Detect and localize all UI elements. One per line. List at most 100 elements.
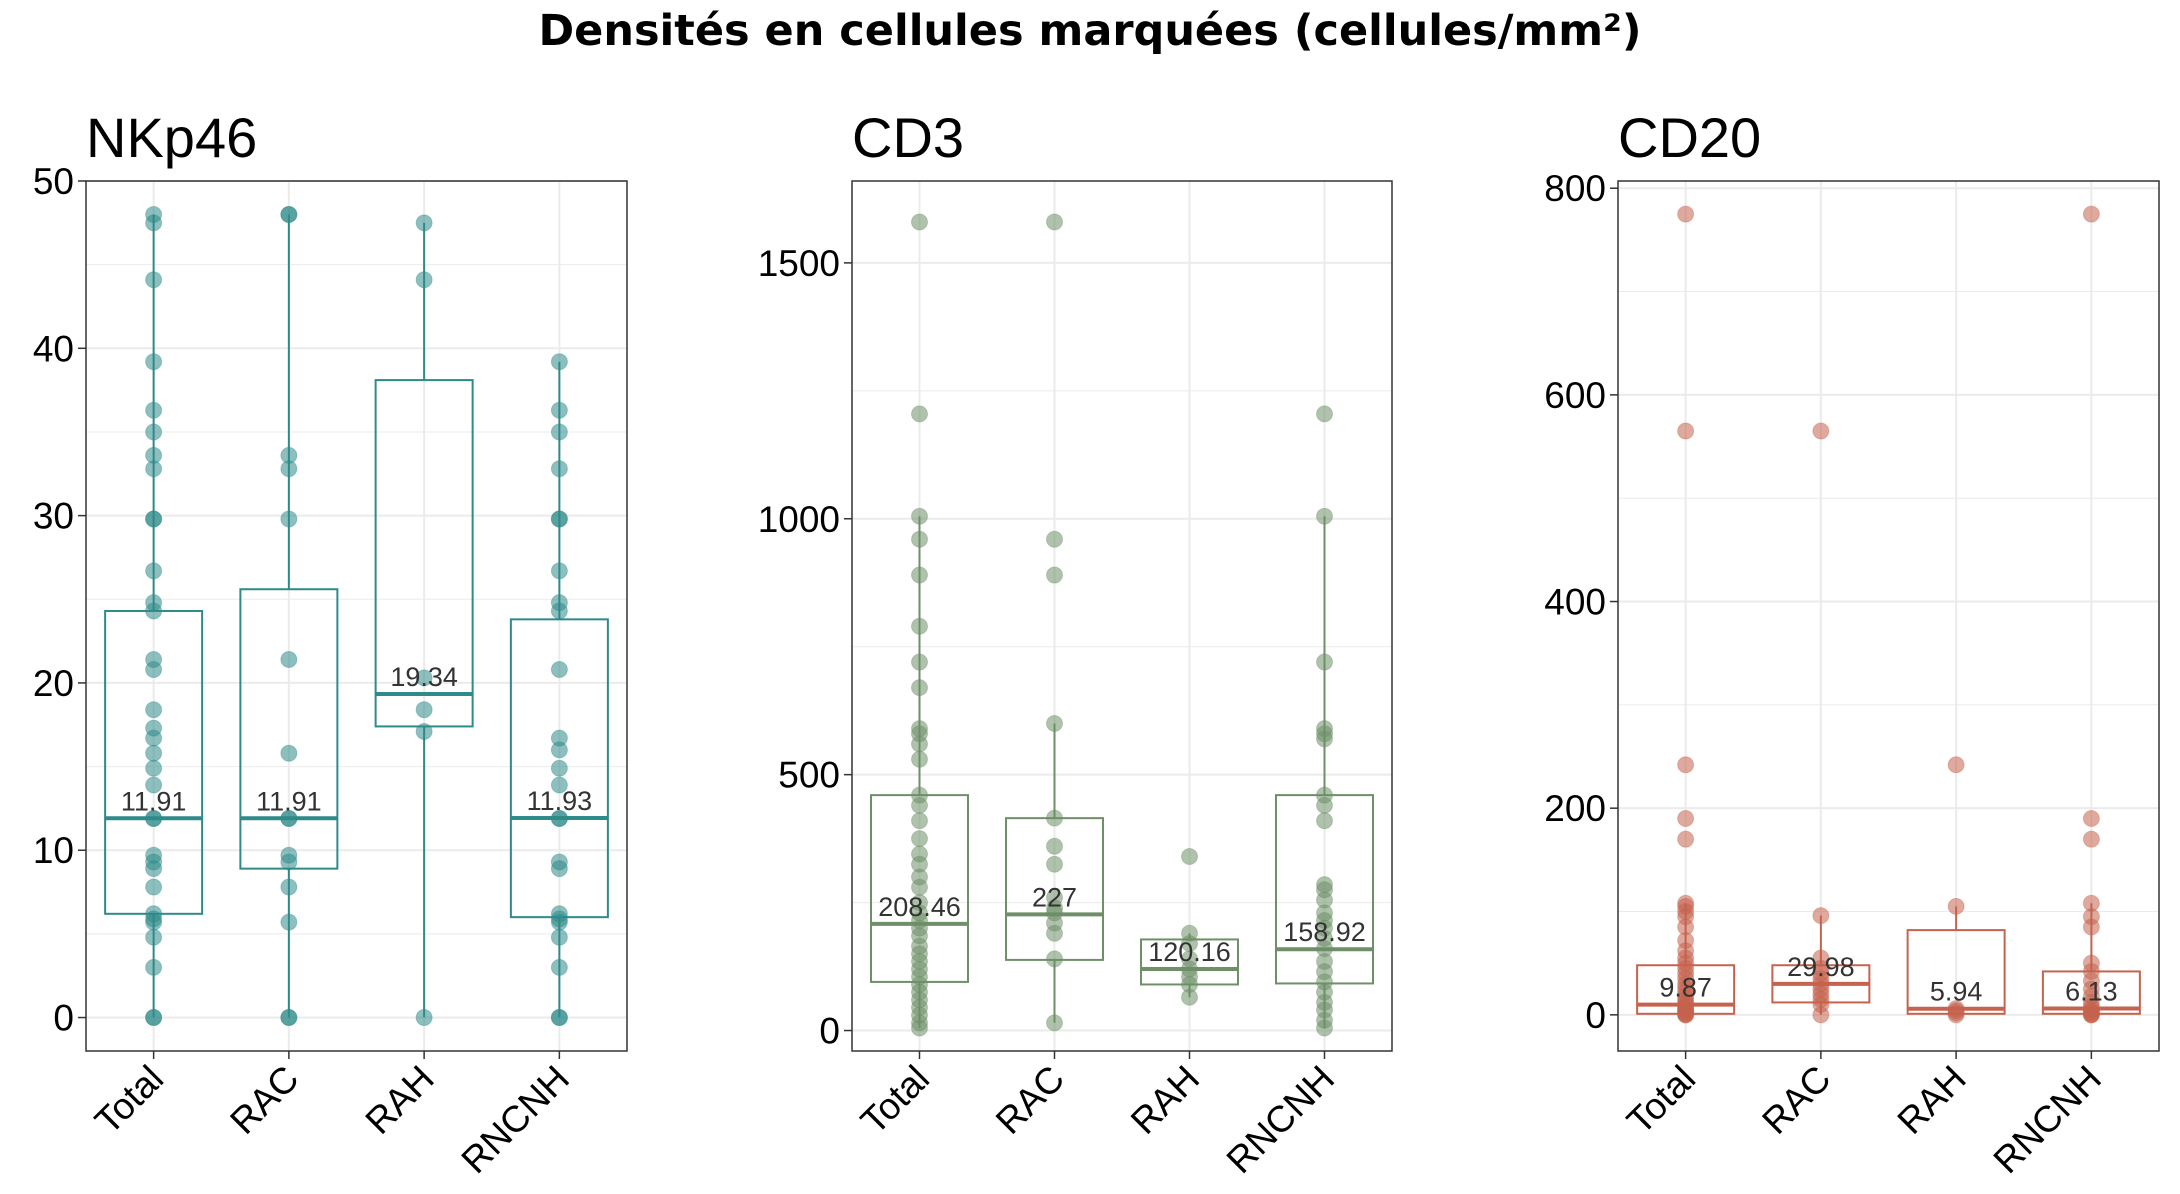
data-point (1046, 213, 1063, 231)
data-point (145, 271, 163, 289)
data-point (550, 905, 568, 923)
y-tick-label: 1000 (758, 499, 840, 540)
data-point (1677, 894, 1695, 912)
median-label: 120.16 (1148, 937, 1231, 967)
x-category-label: RAH (1123, 1058, 1207, 1142)
data-point (145, 776, 163, 794)
data-point (145, 353, 163, 371)
data-point (550, 958, 568, 976)
y-tick-label: 1500 (758, 243, 840, 284)
y-tick-label: 400 (1544, 582, 1606, 623)
data-point (1316, 812, 1333, 830)
data-point (1677, 830, 1695, 848)
box-rncnh: 158.92 (1275, 405, 1374, 1037)
median-label: 6.13 (2065, 977, 2118, 1007)
data-point (1181, 924, 1198, 942)
data-point (1316, 786, 1333, 804)
y-tick-label: 600 (1544, 375, 1606, 416)
data-point (550, 729, 568, 747)
data-point (1677, 810, 1695, 828)
data-point (1812, 949, 1830, 967)
x-category-label: RAC (222, 1058, 306, 1142)
data-point (550, 809, 568, 827)
data-point (2082, 954, 2100, 972)
panel-border (851, 180, 1393, 1052)
data-point (1046, 714, 1063, 732)
y-tick-label: 0 (1585, 995, 1606, 1036)
x-category-label: RAH (1890, 1058, 1974, 1142)
data-point (911, 786, 928, 804)
panel-cd20: CD20 0 200 400 600 800 Total RAC RAH RNCNH 9.87 29.… (1544, 106, 2160, 1181)
data-point (911, 679, 928, 697)
data-point (1046, 855, 1063, 873)
data-point (145, 205, 163, 223)
data-point (911, 405, 928, 423)
data-point (911, 566, 928, 584)
y-tick-label: 0 (819, 1011, 840, 1052)
y-tick-label: 0 (53, 998, 74, 1039)
data-point (1677, 422, 1695, 440)
data-point (145, 510, 163, 528)
data-point (550, 353, 568, 371)
box-total: 11.91 (104, 205, 204, 1027)
data-point (911, 830, 928, 848)
y-tick-label: 800 (1544, 168, 1606, 209)
data-point (145, 1009, 163, 1027)
data-point (1947, 1000, 1965, 1018)
figure-title: Densités en cellules marquées (cellules/… (538, 6, 1642, 56)
x-category-label: Total (1619, 1058, 1703, 1142)
data-point (1046, 809, 1063, 827)
data-point (145, 958, 163, 976)
data-point (1046, 950, 1063, 968)
data-point (280, 446, 298, 464)
data-point (911, 720, 928, 738)
median-label: 11.91 (256, 786, 322, 816)
x-category-label: RAC (988, 1058, 1072, 1142)
data-point (2082, 810, 2100, 828)
data-point (145, 905, 163, 923)
data-point (280, 913, 298, 931)
data-point (1812, 422, 1830, 440)
data-point (415, 669, 433, 687)
data-point (550, 423, 568, 441)
x-category-label: Total (853, 1058, 937, 1142)
data-point (1316, 876, 1333, 894)
data-point (911, 812, 928, 830)
data-point (145, 759, 163, 777)
data-point (550, 510, 568, 528)
data-point (280, 809, 298, 827)
data-point (280, 510, 298, 528)
data-point (550, 562, 568, 580)
box-rncnh: 6.13 (2041, 205, 2141, 1024)
y-tick-label: 40 (33, 328, 74, 369)
data-point (1046, 1014, 1063, 1032)
panel-title: CD20 (1618, 106, 1761, 169)
data-point (550, 594, 568, 612)
data-point (1812, 907, 1830, 925)
data-point (911, 530, 928, 548)
x-category-label: RNCNH (1986, 1058, 2109, 1181)
y-tick-label: 20 (33, 663, 74, 704)
median-label: 158.92 (1283, 917, 1366, 947)
y-tick-label: 500 (778, 755, 840, 796)
data-point (1316, 653, 1333, 671)
data-point (280, 651, 298, 668)
data-point (2082, 894, 2100, 912)
box-rah: 19.34 (374, 214, 474, 1027)
panel-border (85, 180, 628, 1052)
data-point (911, 213, 928, 231)
data-point (415, 271, 433, 289)
data-point (550, 776, 568, 794)
median-label: 11.93 (527, 786, 593, 816)
box-total: 9.87 (1636, 205, 1736, 1024)
data-point (550, 853, 568, 871)
median-label: 29.98 (1787, 952, 1855, 982)
data-point (1316, 405, 1333, 423)
data-point (1046, 566, 1063, 584)
median-label: 5.94 (1930, 977, 1983, 1007)
data-point (1677, 756, 1695, 774)
data-point (911, 653, 928, 671)
panel-border (1617, 180, 2160, 1052)
box-rac: 29.98 (1771, 422, 1871, 1024)
data-point (280, 846, 298, 864)
